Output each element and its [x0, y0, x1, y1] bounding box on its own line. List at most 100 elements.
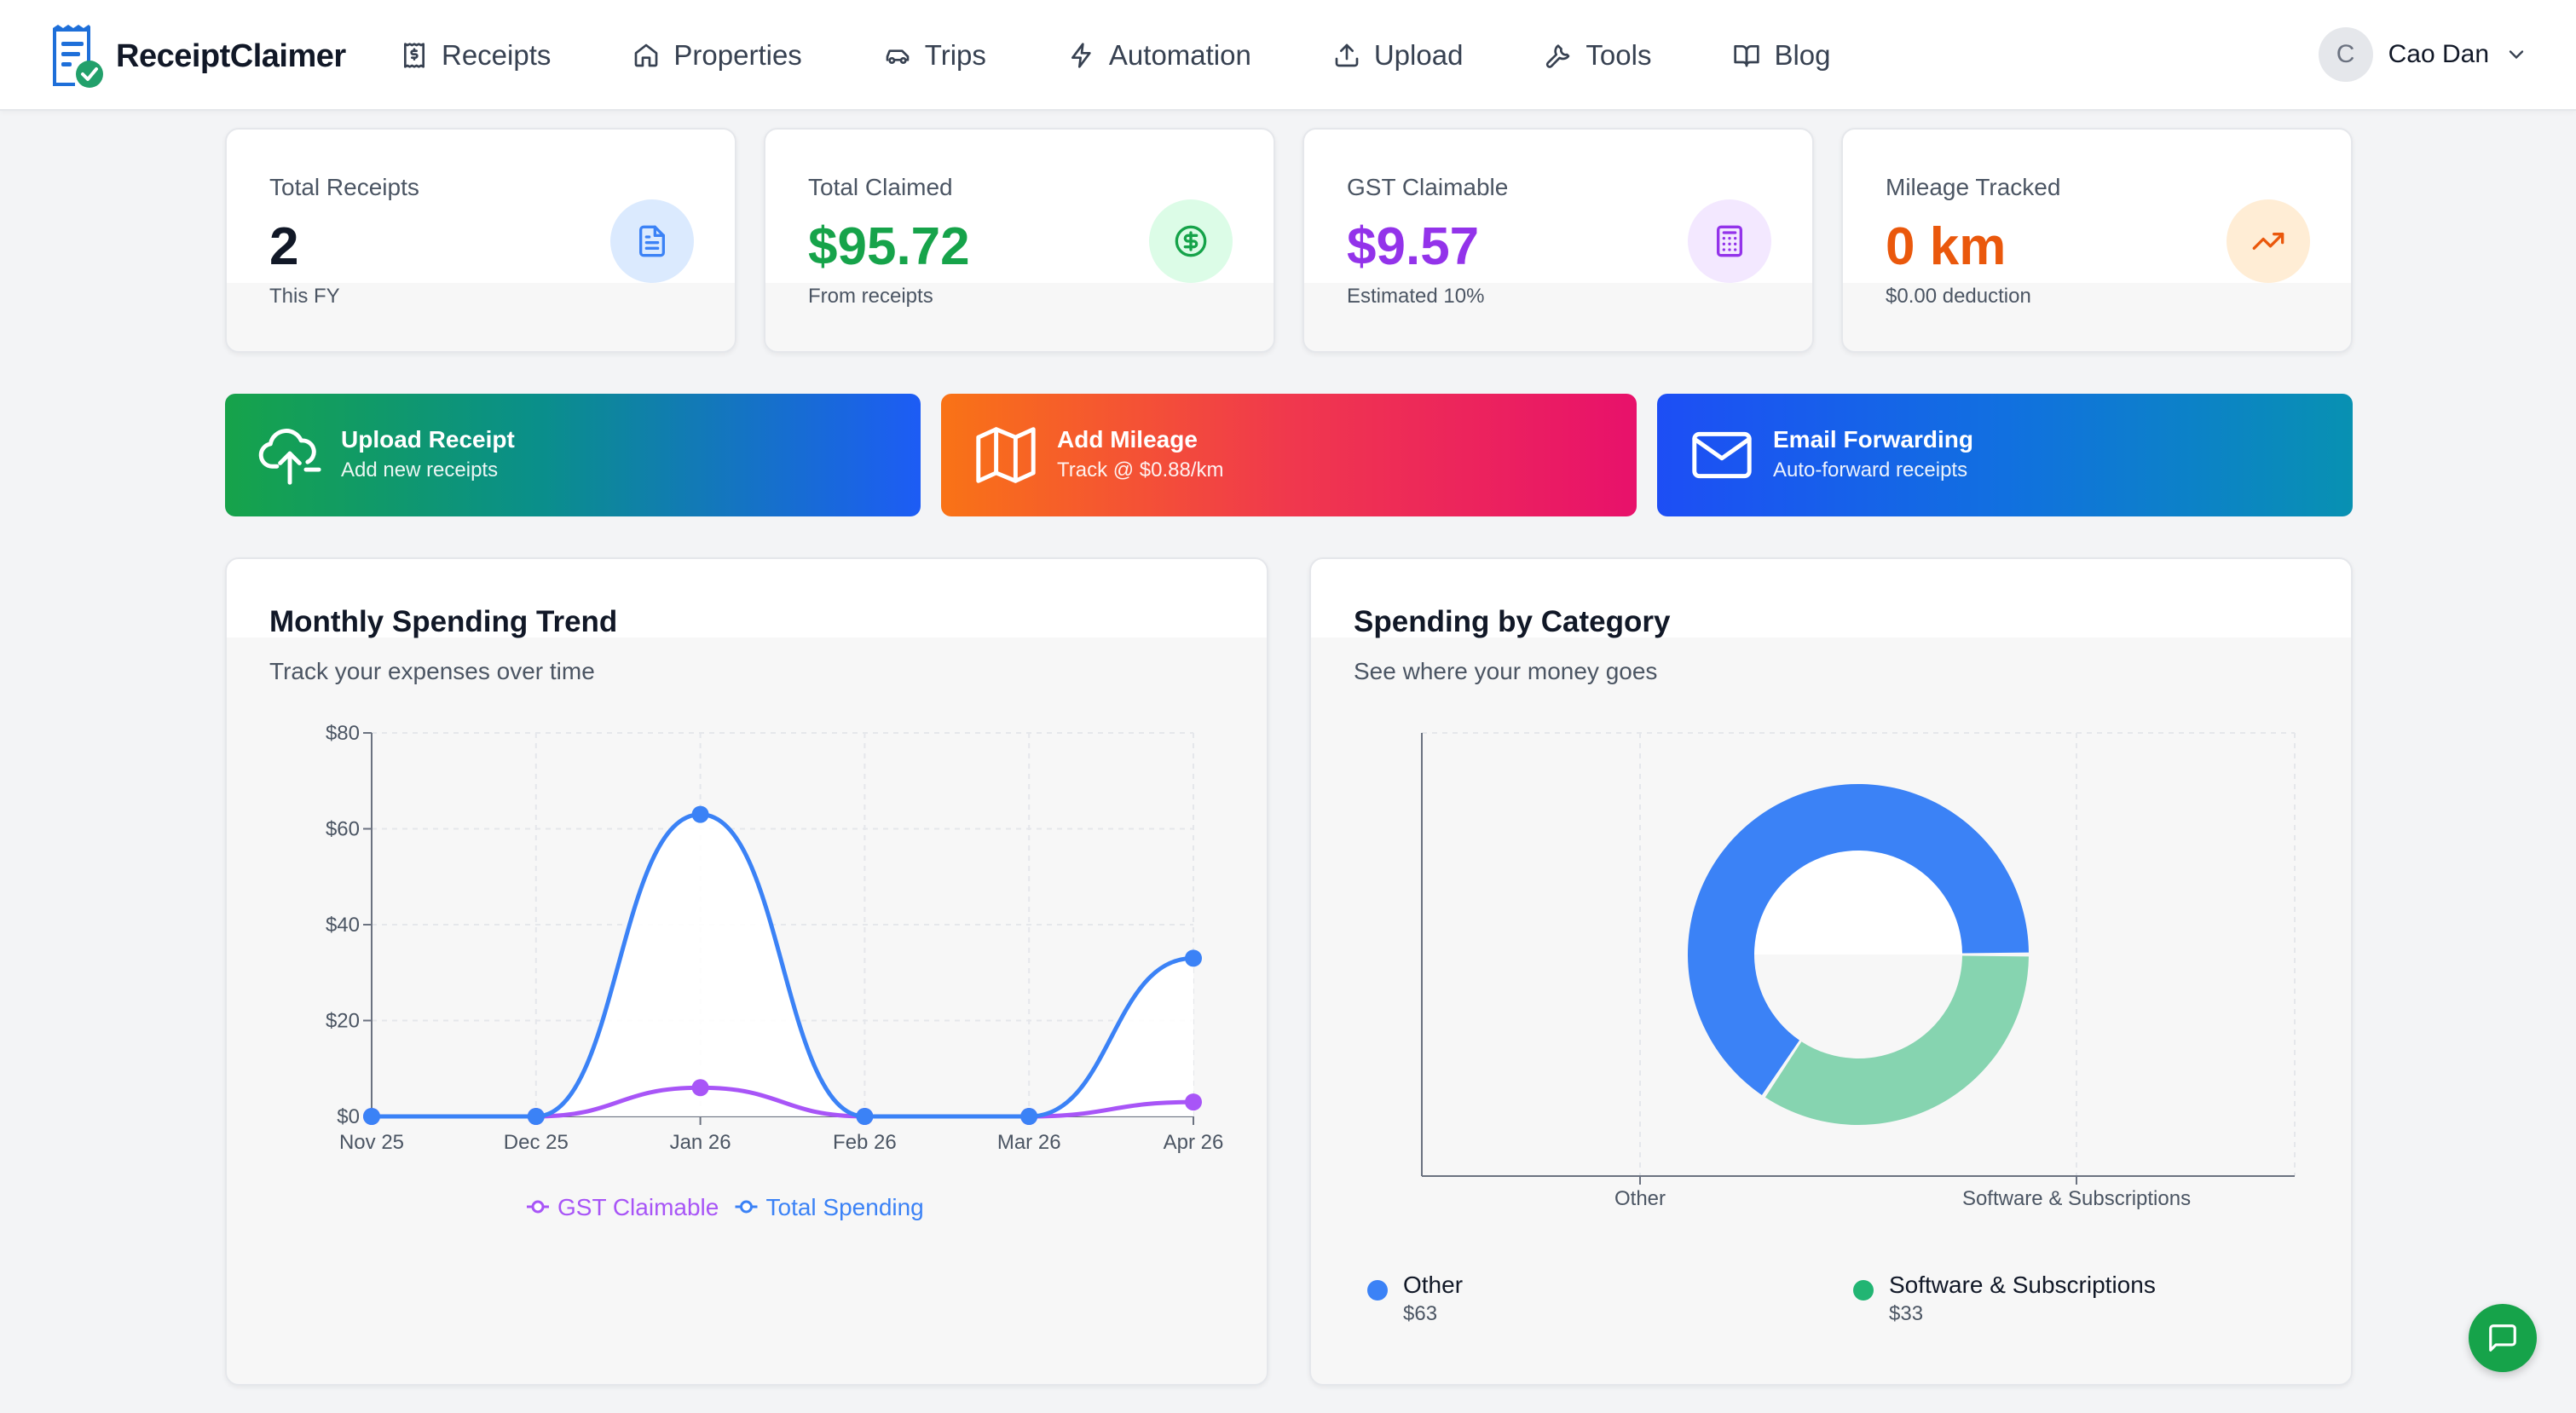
- legend-marker-gst-claimable: [531, 1200, 545, 1214]
- stat-icon-badge: [610, 199, 694, 283]
- nav-automation-label: Automation: [1108, 39, 1251, 71]
- cloud-upload-icon: [258, 429, 321, 485]
- book-icon: [1734, 45, 1760, 67]
- nav-trips[interactable]: Trips: [884, 39, 986, 72]
- stat-value: 0 km: [1886, 217, 2007, 276]
- y-tick-label: $40: [326, 914, 360, 937]
- action-subtitle: Track @ $0.88/km: [1057, 459, 1224, 482]
- nav-blog[interactable]: Blog: [1733, 39, 1831, 72]
- donut-slice-software-subscriptions: [1765, 955, 2029, 1125]
- upload-icon: [1335, 43, 1359, 67]
- data-point-total-spending: [527, 1108, 545, 1125]
- stat-icon-badge: [1149, 199, 1233, 283]
- stat-icon-badge: [2227, 199, 2310, 283]
- stat-label: Total Claimed: [808, 174, 953, 200]
- chevron-down-icon[interactable]: [2504, 43, 2528, 66]
- action-title: Email Forwarding: [1773, 426, 1973, 453]
- y-tick-label: $80: [326, 722, 360, 745]
- data-point-total-spending: [1020, 1108, 1038, 1125]
- app-name: ReceiptClaimer: [116, 37, 346, 74]
- car-icon: [886, 49, 910, 64]
- x-tick-label: Apr 26: [1164, 1131, 1224, 1154]
- chat-button[interactable]: [2469, 1304, 2537, 1372]
- stat-card-gst-claimable: GST Claimable $9.57 Estimated 10%: [1302, 128, 1814, 353]
- mail-icon: [1692, 431, 1752, 479]
- nav-properties-label: Properties: [673, 39, 802, 71]
- y-tick-label: $60: [326, 818, 360, 841]
- legend-name: Software & Subscriptions: [1889, 1272, 2156, 1298]
- nav-properties[interactable]: Properties: [632, 39, 802, 72]
- calculator-icon: [1717, 225, 1742, 257]
- user-name: Cao Dan: [2388, 40, 2489, 68]
- legend-swatch: [1853, 1280, 1874, 1301]
- panel-title: Spending by Category: [1354, 605, 1671, 638]
- stat-subtext: From receipts: [808, 285, 933, 308]
- home-icon: [635, 43, 658, 67]
- nav-upload[interactable]: Upload: [1333, 39, 1464, 72]
- legend-marker-total-spending: [740, 1200, 753, 1214]
- nav-automation[interactable]: Automation: [1068, 39, 1251, 72]
- line-chart: $0 $20 $40 $60 $80 Nov 25 Dec 25 Jan 26 Feb 26 Ma…: [326, 722, 1224, 1220]
- stat-subtext: This FY: [269, 285, 340, 308]
- stat-value: $9.57: [1347, 217, 1480, 276]
- legend-value: $63: [1403, 1302, 1438, 1325]
- x-tick-label: Software & Subscriptions: [1962, 1187, 2191, 1210]
- stat-subtext: $0.00 deduction: [1886, 285, 2031, 308]
- category-legend-other: Other $63: [1367, 1272, 1463, 1326]
- chat-icon: [2489, 1324, 2516, 1352]
- x-tick-label: Feb 26: [833, 1131, 897, 1154]
- data-point-gst-claimable: [1185, 1093, 1202, 1111]
- nav-blog-label: Blog: [1774, 39, 1831, 71]
- nav-receipts-label: Receipts: [442, 39, 552, 71]
- map-icon: [976, 427, 1036, 483]
- trending-up-icon: [2252, 233, 2284, 250]
- legend-label-gst-claimable: GST Claimable: [557, 1194, 719, 1220]
- x-tick-label: Jan 26: [670, 1131, 731, 1154]
- y-tick-label: $20: [326, 1010, 360, 1033]
- action-subtitle: Auto-forward receipts: [1773, 459, 1968, 482]
- stat-subtext: Estimated 10%: [1347, 285, 1485, 308]
- add-mileage-button[interactable]: Add Mileage Track @ $0.88/km: [941, 394, 1637, 516]
- action-title: Upload Receipt: [341, 426, 515, 453]
- document-icon: [639, 225, 665, 257]
- x-tick-label: Other: [1614, 1187, 1666, 1210]
- app-logo[interactable]: ReceiptClaimer: [48, 22, 346, 90]
- legend-label-total-spending: Total Spending: [766, 1194, 924, 1220]
- legend-swatch: [1367, 1280, 1388, 1301]
- stat-value: $95.72: [808, 217, 970, 276]
- avatar: C: [2318, 27, 2373, 82]
- stat-label: Mileage Tracked: [1886, 174, 2061, 200]
- upload-receipt-button[interactable]: Upload Receipt Add new receipts: [225, 394, 921, 516]
- top-navigation-bar: ReceiptClaimer Receipts Properties Trips…: [0, 0, 2576, 111]
- stat-icon-badge: [1688, 199, 1771, 283]
- data-point-total-spending: [856, 1108, 874, 1125]
- user-menu[interactable]: C Cao Dan: [2318, 27, 2528, 82]
- legend-name: Other: [1403, 1272, 1464, 1298]
- email-forwarding-button[interactable]: Email Forwarding Auto-forward receipts: [1657, 394, 2353, 516]
- nav-trips-label: Trips: [924, 39, 986, 71]
- y-tick-label: $0: [337, 1105, 360, 1128]
- nav-receipts[interactable]: Receipts: [401, 39, 551, 72]
- action-title: Add Mileage: [1057, 426, 1198, 453]
- stat-label: Total Receipts: [269, 174, 419, 200]
- spending-by-category-panel: Spending by Category See where your mone…: [1309, 557, 2353, 1386]
- receipt-check-logo-icon: [53, 25, 103, 88]
- receipt-icon: [404, 43, 425, 68]
- wrench-icon: [1546, 44, 1570, 68]
- nav-tools[interactable]: Tools: [1545, 39, 1651, 72]
- action-subtitle: Add new receipts: [341, 459, 499, 482]
- panel-subtitle: Track your expenses over time: [269, 658, 595, 684]
- lightning-icon: [1071, 43, 1091, 68]
- data-point-total-spending: [363, 1108, 380, 1125]
- stat-card-mileage-tracked: Mileage Tracked 0 km $0.00 deduction: [1841, 128, 2353, 353]
- main-nav: Receipts Properties Trips Automation Upl…: [401, 0, 1913, 111]
- stat-label: GST Claimable: [1347, 174, 1509, 200]
- x-tick-label: Mar 26: [997, 1131, 1061, 1154]
- nav-upload-label: Upload: [1373, 39, 1464, 71]
- donut-chart: Other Software & Subscriptions: [1421, 732, 2296, 1210]
- legend-value: $33: [1889, 1302, 1924, 1325]
- donut-slice-other: [1688, 783, 2029, 1095]
- stat-card-total-receipts: Total Receipts 2 This FY: [225, 128, 736, 353]
- x-tick-label: Nov 25: [339, 1131, 404, 1154]
- data-point-gst-claimable: [691, 1079, 709, 1097]
